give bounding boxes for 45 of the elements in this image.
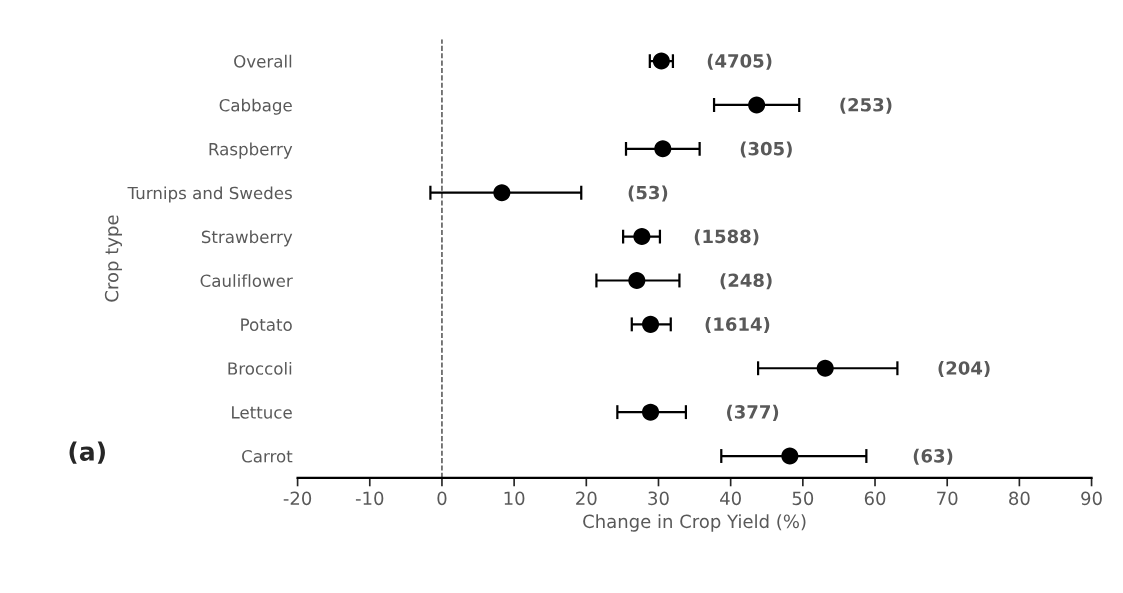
point — [628, 271, 646, 289]
point — [781, 447, 799, 465]
point — [652, 52, 670, 70]
x-tick-label: 80 — [1009, 491, 1030, 506]
text: (a) — [69, 441, 105, 464]
x-tick-label: -20 — [283, 491, 312, 506]
y-tick-label: Turnips and Swedes — [127, 186, 292, 203]
annotation: (63) — [913, 448, 953, 465]
y-tick-label: Overall — [234, 54, 292, 68]
x-axis-title: Change in Crop Yield (%) — [583, 514, 806, 532]
x-tick-label: 50 — [792, 491, 814, 506]
point — [816, 359, 834, 377]
y-tick-label: Potato — [241, 318, 292, 331]
annotation: (4705) — [707, 53, 772, 70]
y-tick-label: Carrot — [242, 449, 293, 463]
point — [642, 403, 660, 421]
point — [493, 184, 511, 202]
y-axis-title: Crop type — [104, 215, 123, 302]
annotation: (204) — [938, 360, 990, 378]
annotation: (53) — [628, 185, 668, 202]
x-tick-label: 70 — [937, 491, 958, 506]
x-tick-label: 60 — [864, 491, 886, 506]
y-tick-label: Cauliflower — [200, 274, 293, 288]
y-tick-label: Strawberry — [201, 230, 293, 247]
point — [654, 140, 672, 158]
x-tick-label: 90 — [1081, 491, 1102, 506]
annotation: (1588) — [694, 229, 759, 246]
point — [633, 228, 651, 246]
x-tick-label: -10 — [355, 491, 384, 506]
x-tick-label: 10 — [504, 491, 525, 506]
annotation: (253) — [840, 97, 892, 114]
annotation: (1614) — [705, 317, 770, 334]
annotation: (248) — [720, 273, 772, 290]
annotation: (377) — [727, 404, 779, 421]
annotation: (305) — [740, 141, 792, 158]
x-tick-label: 20 — [576, 491, 597, 506]
x-tick-label: 0 — [437, 491, 447, 506]
x-tick-label: 40 — [720, 491, 741, 506]
y-tick-label: Lettuce — [232, 406, 292, 419]
x-tick-label: 30 — [648, 491, 669, 506]
point — [748, 96, 766, 114]
point — [642, 315, 660, 333]
y-tick-label: Broccoli — [228, 361, 292, 375]
y-tick-label: Cabbage — [219, 98, 292, 115]
y-tick-label: Raspberry — [209, 142, 293, 159]
